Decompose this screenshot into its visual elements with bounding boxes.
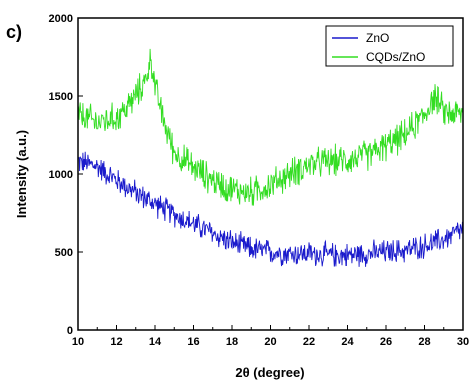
x-tick-label: 26 [380,336,392,348]
x-tick-label: 20 [264,336,276,348]
legend-box [325,25,454,67]
series-line-zno [77,151,464,267]
x-tick-label: 24 [341,336,354,348]
panel-label: c) [6,22,22,42]
x-tick-label: 10 [72,336,84,348]
y-axis-label: Intensity (a.u.) [14,130,29,218]
y-axis: 0 500 1000 1500 2000 [49,13,83,337]
x-tick-label: 22 [303,336,315,348]
x-tick-label: 16 [187,336,199,348]
y-tick-label: 1500 [49,91,73,103]
x-tick-label: 14 [149,336,162,348]
legend: ZnO CQDs/ZnO [325,25,454,67]
x-tick-label: 30 [457,336,469,348]
legend-label-zno: ZnO [366,31,389,45]
legend-label-cqds-zno: CQDs/ZnO [366,50,425,64]
x-axis-label: 2θ (degree) [235,365,304,380]
y-tick-label: 500 [55,247,73,259]
y-tick-label: 0 [67,325,73,337]
x-tick-label: 28 [418,336,430,348]
x-tick-label: 18 [226,336,238,348]
series-line-cqds-zno [77,48,464,206]
x-tick-label: 12 [110,336,122,348]
y-tick-label: 2000 [49,13,73,25]
series-layer [77,48,464,267]
x-axis: 10 12 14 16 18 20 22 24 26 28 30 [72,325,469,348]
y-tick-label: 1000 [49,169,73,181]
